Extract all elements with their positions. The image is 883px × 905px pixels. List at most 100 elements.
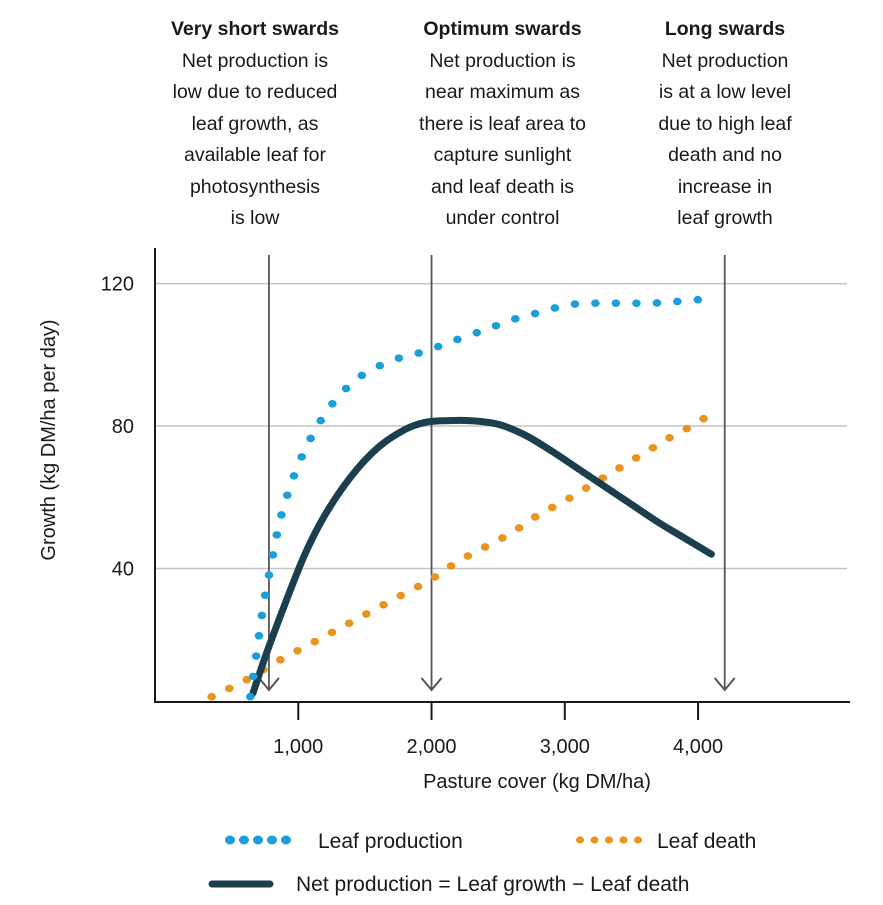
data-point (591, 299, 600, 307)
legend-swatch-dot (634, 836, 642, 844)
data-point (257, 611, 267, 620)
data-point (282, 491, 292, 500)
data-point (396, 591, 406, 600)
data-point (293, 646, 302, 655)
annotation-line: increase in (677, 175, 773, 198)
x-axis-title: Pasture cover (kg DM/ha) (423, 771, 651, 793)
data-point (632, 299, 641, 308)
data-point (530, 309, 540, 318)
data-point (565, 494, 574, 502)
data-point (631, 454, 641, 462)
annotation-line: Net production is (429, 49, 576, 72)
x-tick-label: 4,000 (673, 736, 723, 758)
data-point (327, 628, 337, 637)
data-point (453, 335, 462, 344)
data-point (472, 328, 482, 337)
data-point (310, 637, 320, 646)
legend-item-net-production: Net production = Leaf growth − Leaf deat… (208, 873, 689, 896)
data-point (251, 652, 261, 660)
y-tick-label: 120 (101, 274, 134, 296)
annotation-line: there is leaf area to (419, 112, 586, 135)
data-point (615, 464, 624, 472)
data-point (248, 672, 258, 681)
y-axis-title: Growth (kg DM/ha per day) (38, 319, 60, 560)
data-point (341, 384, 351, 393)
annotation-line: due to high leaf (658, 112, 792, 135)
annotation-line: leaf growth, as (191, 112, 319, 135)
annotation-line: Net production is (181, 49, 329, 72)
arrow-down-icon (713, 677, 736, 692)
data-point (379, 600, 388, 609)
annotation-line: death and no (668, 144, 782, 166)
data-point (254, 631, 264, 640)
arrow-down-icon (420, 677, 443, 692)
data-point (413, 582, 423, 591)
legend-swatch-dot (605, 836, 613, 844)
pointer-very-short-swards (258, 255, 280, 692)
legend: Leaf production Leaf death Net production … (208, 830, 756, 896)
legend-swatch-dot (576, 836, 584, 844)
data-point (268, 551, 278, 559)
data-point (463, 552, 473, 560)
annotation-line: is low (230, 207, 280, 229)
annotation-line: photosynthesis (189, 175, 321, 198)
data-point (245, 692, 255, 701)
annotation-heading: Long swards (664, 18, 786, 40)
data-point (491, 321, 501, 330)
data-point (693, 295, 703, 304)
annotation-line: leaf growth (677, 207, 773, 229)
annotation-heading: Very short swards (171, 18, 339, 40)
x-tick-label: 2,000 (407, 736, 457, 758)
arrow-down-icon (258, 677, 280, 692)
x-tick-label: 3,000 (540, 736, 590, 758)
x-tick-label: 1,000 (273, 736, 323, 758)
data-point (224, 684, 234, 693)
data-point (665, 433, 674, 442)
legend-label: Leaf death (657, 830, 756, 853)
legend-label: Leaf production (318, 830, 463, 853)
legend-item-leaf-death: Leaf death (576, 830, 756, 853)
legend-swatch-dot (253, 835, 263, 845)
legend-swatch-dot (239, 835, 249, 845)
series-leaf-production (245, 295, 703, 701)
series-net-production (249, 416, 715, 697)
data-point (547, 503, 557, 512)
data-point (297, 453, 306, 461)
data-point (242, 675, 252, 684)
annotation-line: under control (445, 207, 560, 229)
data-point (289, 472, 299, 480)
y-tick-label: 40 (112, 558, 134, 580)
data-point (394, 354, 404, 362)
series-net-production-line (249, 416, 715, 697)
annotation-line: is at a low level (658, 81, 792, 103)
series-layer (207, 295, 715, 701)
data-point (514, 524, 524, 532)
data-point (357, 371, 367, 380)
data-point (316, 416, 326, 425)
annotation-line: capture sunlight (433, 144, 572, 166)
legend-swatch-dot (267, 835, 277, 845)
data-point (414, 349, 424, 357)
data-point (207, 692, 216, 701)
series-leaf-production-path (250, 300, 698, 697)
data-point (581, 484, 591, 492)
y-tick-label: 80 (112, 416, 134, 438)
pointer-arrows (258, 255, 736, 692)
data-point (328, 399, 337, 408)
data-point (673, 297, 682, 306)
data-point (446, 562, 456, 570)
pointer-optimum-swards (420, 255, 443, 692)
annotation-line: low due to reduced (172, 81, 338, 103)
data-point (648, 444, 658, 452)
annotation-optimum-swards: Optimum swards Net production is near ma… (385, 14, 620, 235)
annotation-very-short-swards: Very short swards Net production is low … (140, 14, 370, 235)
data-point (264, 571, 274, 579)
data-point (260, 591, 270, 600)
data-point (511, 315, 520, 323)
data-point (652, 299, 662, 307)
data-point (530, 513, 540, 521)
annotation-line: available leaf for (183, 144, 326, 166)
annotation-line: and leaf death is (430, 175, 575, 198)
data-point (362, 610, 371, 618)
